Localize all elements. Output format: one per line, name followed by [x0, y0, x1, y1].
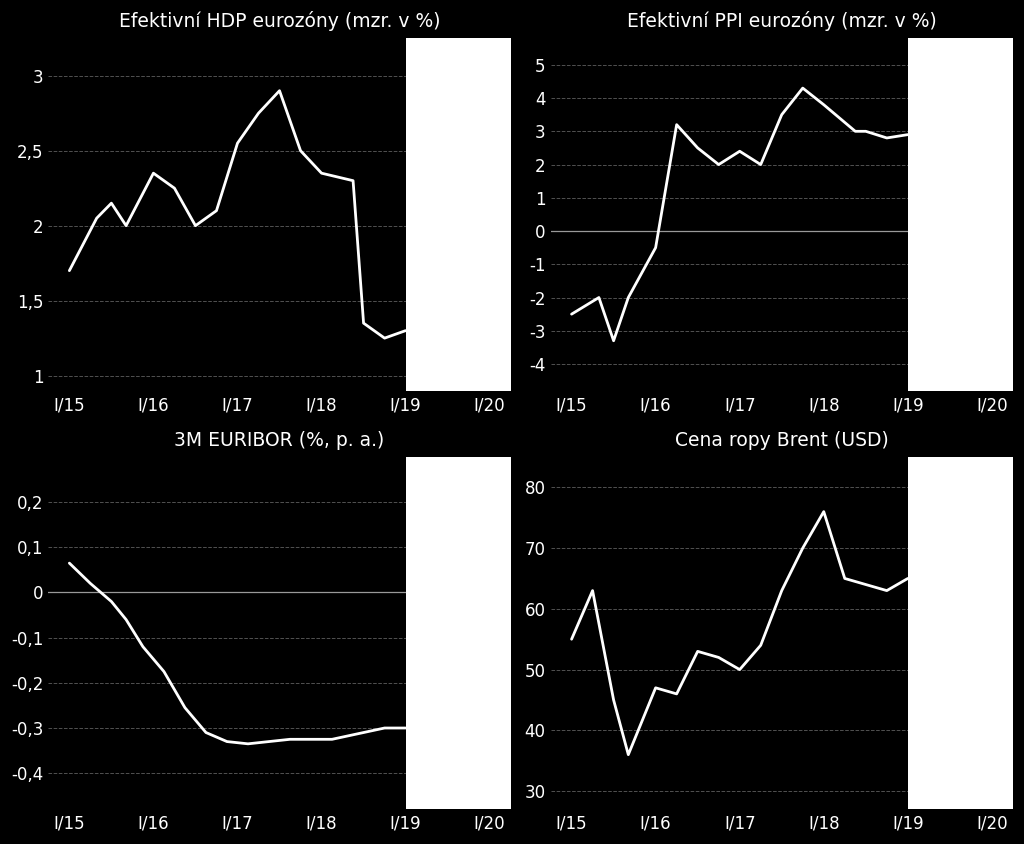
- Bar: [908, 38, 1024, 391]
- Bar: [406, 38, 553, 391]
- Title: Cena ropy Brent (USD): Cena ropy Brent (USD): [675, 430, 889, 450]
- Title: Efektivní PPI eurozóny (mzr. v %): Efektivní PPI eurozóny (mzr. v %): [627, 11, 937, 31]
- Title: 3M EURIBOR (%, p. a.): 3M EURIBOR (%, p. a.): [174, 430, 385, 450]
- Bar: [908, 457, 1024, 809]
- Title: Efektivní HDP eurozóny (mzr. v %): Efektivní HDP eurozóny (mzr. v %): [119, 11, 440, 31]
- Bar: [406, 457, 553, 809]
